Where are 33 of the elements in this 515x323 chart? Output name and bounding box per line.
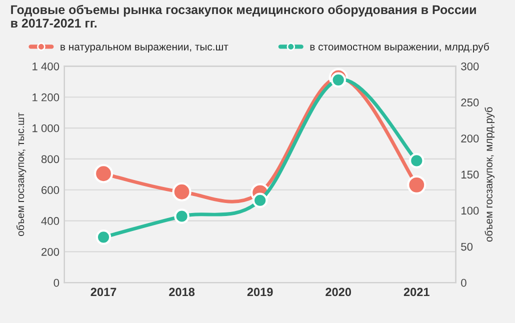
legend-label: в натуральном выражении, тыс.шт [60,44,228,53]
x-tick-label: 2017 [90,288,116,296]
x-tick-label: 2019 [247,288,273,296]
y2-tick-label: 200 [461,134,479,142]
y-tick-label: 0 [54,278,60,287]
y-tick-label: 600 [42,186,60,194]
x-tick-label: 2020 [326,288,352,296]
y-tick-label: 1 400 [32,62,60,70]
point [96,230,112,245]
point [409,153,424,168]
point [252,192,268,208]
y2-tick-label: 50 [461,242,473,251]
x-tick-label: 2018 [169,288,195,296]
y-tick-label: 800 [41,155,60,164]
legend-label: в стоимостном выражении, млрд.руб [310,42,489,53]
y-tick-label: 1 000 [32,124,60,132]
point [330,72,346,88]
point [94,164,114,184]
y2-tick-label: 0 [461,278,466,287]
x-tick-label: 2021 [404,288,430,296]
chart-title: Годовые объемы рынка госзакупок медицинского оборудования в России в 2017-2021 гг. [11,4,476,28]
y2-tick-label: 300 [461,62,479,70]
point [407,175,426,194]
y-tick-label: 200 [42,248,60,256]
y-tick-label: 400 [41,217,60,225]
y2-axis-title: объем госзакупок, млрд.руб [484,107,495,242]
y2-tick-label: 250 [461,98,479,106]
point [172,182,192,202]
y2-tick-label: 100 [461,206,479,215]
point [174,208,190,224]
y-tick-label: 1 200 [32,93,60,102]
y-axis-title: объем госзакупок, тыс.шт [16,112,26,236]
y2-tick-label: 150 [461,170,479,179]
